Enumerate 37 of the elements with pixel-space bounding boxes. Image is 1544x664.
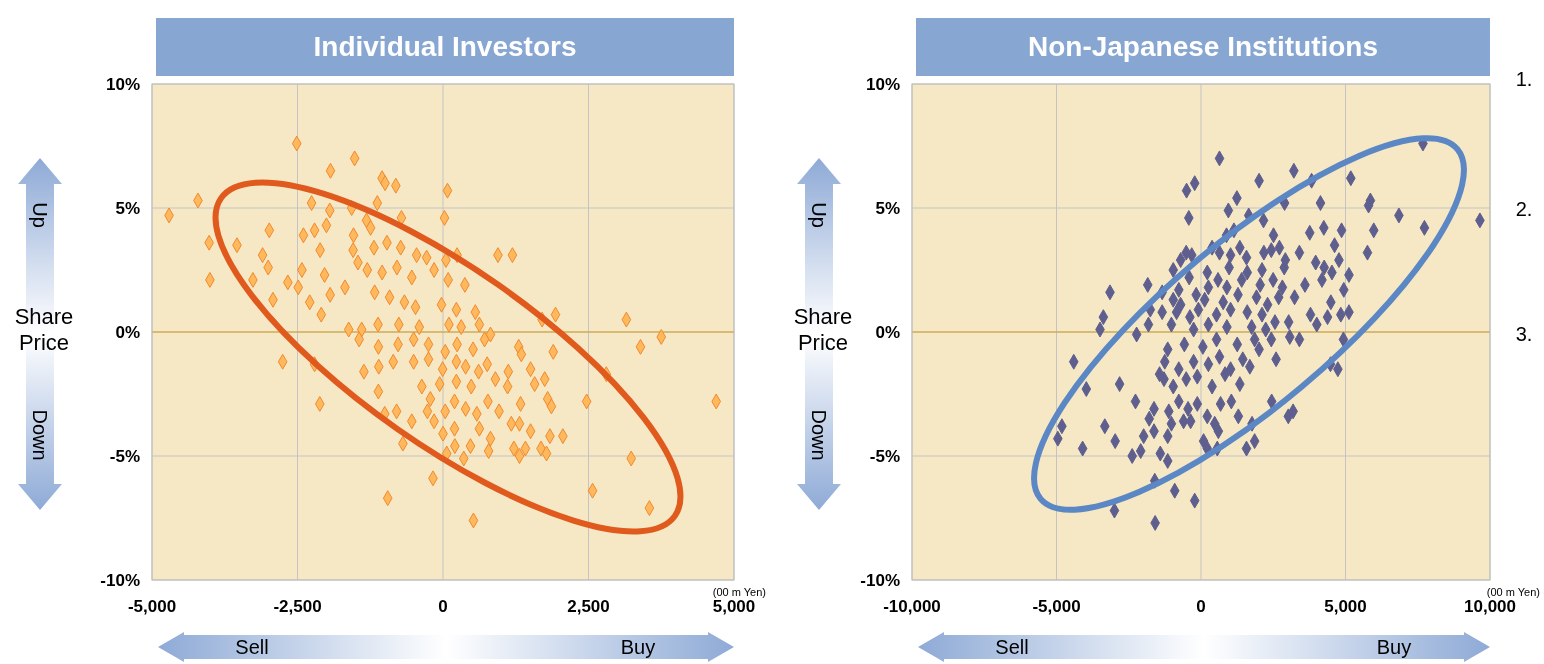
y-tick-label: -10% [860, 571, 900, 591]
chart-title: Non-Japanese Institutions [916, 18, 1490, 76]
text: Sell [995, 636, 1029, 658]
x-tick-label: 0 [1196, 597, 1206, 617]
y-tick-label: 10% [105, 75, 140, 95]
text: 1. [1515, 68, 1533, 90]
text: Up [808, 202, 830, 228]
x-tick-label: -10,000 [883, 597, 941, 617]
text: Up [29, 202, 51, 228]
text: Down [29, 409, 51, 461]
text: (00 m Yen) [712, 586, 766, 598]
text: (00 m Yen) [1486, 586, 1540, 598]
y-tick-label: 5% [875, 199, 900, 219]
x-tick-label: 0 [438, 597, 448, 617]
x-tick-label: -5,000 [1032, 597, 1081, 617]
text: Sell [235, 636, 269, 658]
x-tick-label: 5,000 [1324, 597, 1367, 617]
y-tick-label: 10% [865, 75, 900, 95]
x-tick-label: 2,500 [567, 597, 610, 617]
text: Buy [1376, 636, 1412, 658]
x-tick-label: -5,000 [127, 597, 177, 617]
text: 3. [1515, 323, 1533, 345]
text: Share Price [14, 304, 74, 355]
y-tick-label: -5% [109, 447, 140, 467]
y-tick-label: -10% [100, 571, 140, 591]
text: Share Price [793, 304, 853, 355]
y-tick-label: 0% [115, 323, 140, 343]
text: 2. [1515, 198, 1533, 220]
y-tick-label: 5% [115, 199, 140, 219]
text: Buy [620, 636, 656, 658]
y-tick-label: 0% [875, 323, 900, 343]
x-tick-label: 10,000 [1464, 597, 1516, 617]
x-tick-label: 5,000 [712, 597, 756, 617]
x-tick-label: -2,500 [273, 597, 322, 617]
y-tick-label: -5% [869, 447, 900, 467]
text: Down [808, 409, 830, 461]
chart-title: Individual Investors [156, 18, 734, 76]
